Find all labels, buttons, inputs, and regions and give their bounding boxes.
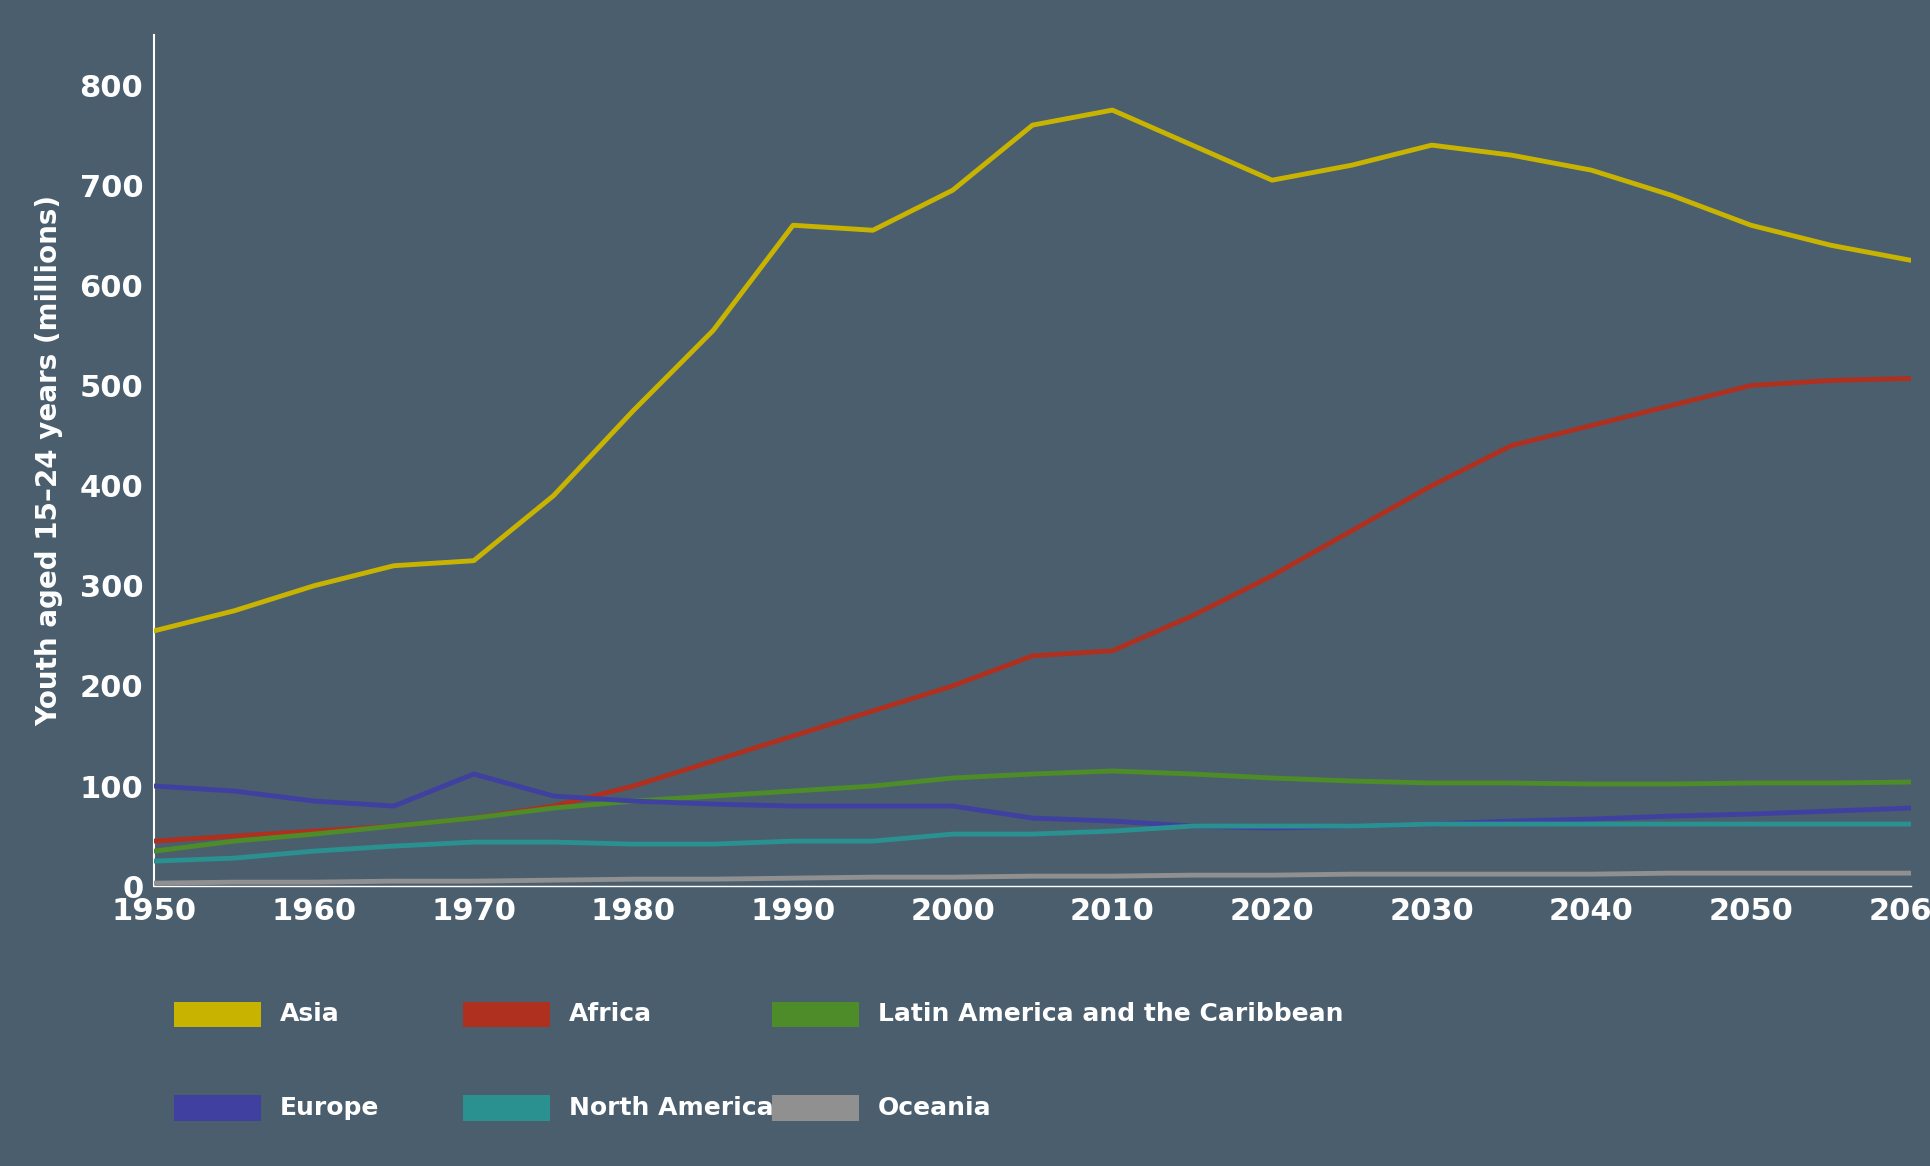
Text: Europe: Europe	[280, 1096, 378, 1119]
Text: North America: North America	[569, 1096, 774, 1119]
Text: Africa: Africa	[569, 1003, 652, 1026]
Text: Oceania: Oceania	[878, 1096, 992, 1119]
Y-axis label: Youth aged 15–24 years (millions): Youth aged 15–24 years (millions)	[35, 195, 64, 726]
Text: Asia: Asia	[280, 1003, 340, 1026]
Text: Latin America and the Caribbean: Latin America and the Caribbean	[878, 1003, 1343, 1026]
